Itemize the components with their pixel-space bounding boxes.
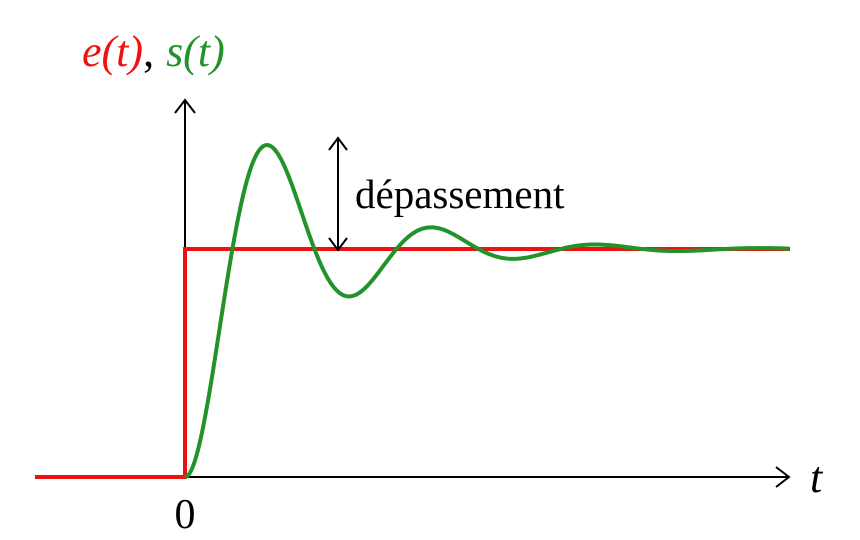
origin-label: 0 — [175, 492, 196, 535]
output-label: s(t) — [166, 27, 225, 76]
overshoot-arrow-head-top — [328, 136, 348, 151]
value-axis-arrow — [174, 98, 196, 114]
input-step — [35, 247, 790, 479]
time-axis-arrow — [775, 466, 791, 488]
time-axis-label: t — [810, 453, 824, 502]
separator: , — [143, 27, 154, 76]
overshoot-arrow-head-bottom — [328, 237, 348, 252]
input-label: e(t) — [82, 27, 143, 76]
output-response — [184, 142, 790, 479]
overshoot-label: dépassement — [355, 171, 565, 217]
title: e(t), s(t) — [82, 27, 225, 76]
